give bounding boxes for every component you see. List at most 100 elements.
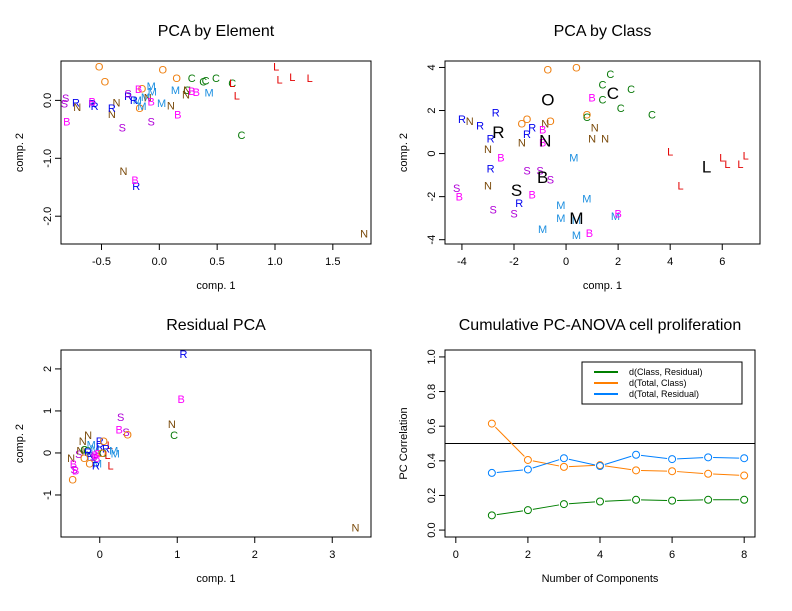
x-tick-label: 8 xyxy=(741,549,747,561)
point-label-O: O xyxy=(518,118,527,130)
point-label-R: R xyxy=(132,181,140,193)
point-label-N: N xyxy=(84,430,92,442)
point-label-B: B xyxy=(193,87,200,99)
point-label-B: B xyxy=(614,209,621,221)
point-label-S: S xyxy=(536,166,543,178)
x-tick-label: 4 xyxy=(667,256,673,268)
x-axis-label: comp. 1 xyxy=(196,280,235,292)
point-label-S: S xyxy=(148,117,155,129)
series-segment xyxy=(604,499,632,502)
x-tick-label: 0.0 xyxy=(152,256,167,268)
point-label-N: N xyxy=(484,181,492,193)
series-segment xyxy=(568,458,596,466)
point-label-B: B xyxy=(135,84,142,96)
series-marker xyxy=(704,495,713,504)
x-tick-label: 3 xyxy=(329,549,335,561)
point-label-N: N xyxy=(119,166,127,178)
series-segment xyxy=(640,454,668,459)
plot-frame xyxy=(60,349,372,538)
point-label-B: B xyxy=(131,175,138,187)
series-segment xyxy=(568,501,596,505)
point-label-N: N xyxy=(484,144,492,156)
class-mean-label-L: L xyxy=(702,157,711,176)
class-mean-label-S: S xyxy=(511,181,522,200)
plot-frame xyxy=(60,60,372,245)
x-tick-label: 0 xyxy=(97,549,103,561)
point-label-L: L xyxy=(737,159,743,171)
series-marker xyxy=(559,454,568,463)
point-label-S: S xyxy=(119,122,126,134)
series-marker xyxy=(668,455,677,464)
chart-title: Cumulative PC-ANOVA cell proliferation xyxy=(459,317,741,334)
point-label-R: R xyxy=(130,95,138,107)
point-label-B: B xyxy=(63,117,70,129)
point-label-M: M xyxy=(148,87,157,99)
series-marker xyxy=(632,466,641,475)
point-label-O: O xyxy=(135,103,144,115)
point-label-C: C xyxy=(202,76,210,88)
x-axis-label: comp. 1 xyxy=(583,280,622,292)
point-label-L: L xyxy=(724,159,730,171)
y-tick-label: 1.0 xyxy=(426,349,438,364)
point-label-C: C xyxy=(99,448,107,460)
x-tick-label: 1.0 xyxy=(267,256,282,268)
x-tick-label: 1 xyxy=(174,549,180,561)
point-label-C: C xyxy=(228,78,236,90)
point-label-L: L xyxy=(104,450,110,462)
point-label-M: M xyxy=(141,92,150,104)
point-label-O: O xyxy=(98,448,107,460)
point-label-N: N xyxy=(588,133,596,145)
x-tick-label: 2 xyxy=(525,549,531,561)
point-label-L: L xyxy=(273,62,279,74)
point-label-B: B xyxy=(91,450,98,462)
series-marker xyxy=(523,455,532,464)
y-tick-label: 0 xyxy=(426,151,438,157)
y-tick-label: -2.0 xyxy=(42,207,54,226)
point-label-N: N xyxy=(73,102,81,114)
point-label-C: C xyxy=(170,430,178,442)
point-label-S: S xyxy=(75,449,82,461)
point-label-O: O xyxy=(523,114,532,126)
point-label-M: M xyxy=(91,444,100,456)
point-label-S: S xyxy=(61,99,68,111)
series-marker xyxy=(632,495,641,504)
class-mean-label-O: O xyxy=(541,91,554,110)
point-label-C: C xyxy=(583,112,591,124)
point-label-N: N xyxy=(144,92,152,104)
point-label-B: B xyxy=(72,465,79,477)
point-label-R: R xyxy=(515,198,523,210)
series-segment xyxy=(641,469,668,472)
series-segment xyxy=(713,456,740,459)
point-label-C: C xyxy=(599,80,607,92)
point-label-S: S xyxy=(71,465,78,477)
point-label-S: S xyxy=(523,166,530,178)
point-label-R: R xyxy=(523,129,531,141)
point-label-C: C xyxy=(199,77,207,89)
point-label-N: N xyxy=(183,85,191,97)
point-label-N: N xyxy=(76,446,84,458)
point-label-C: C xyxy=(80,444,88,456)
series-segment xyxy=(532,459,560,469)
point-label-M: M xyxy=(147,81,156,93)
point-label-M: M xyxy=(572,215,581,227)
point-label-N: N xyxy=(108,109,116,121)
y-tick-label: -2 xyxy=(426,192,438,202)
point-label-M: M xyxy=(556,200,565,212)
point-label-L: L xyxy=(307,73,313,85)
point-label-N: N xyxy=(67,453,75,465)
point-label-B: B xyxy=(70,459,77,471)
point-label-N: N xyxy=(541,118,549,130)
point-label-O: O xyxy=(546,116,555,128)
point-label-L: L xyxy=(743,151,749,163)
point-label-L: L xyxy=(678,181,684,193)
point-label-L: L xyxy=(108,460,114,472)
series-marker xyxy=(740,454,749,463)
point-label-R: R xyxy=(108,103,116,115)
series-marker xyxy=(559,500,568,509)
x-tick-label: 6 xyxy=(669,549,675,561)
point-label-M: M xyxy=(556,213,565,225)
y-axis-label: comp. 2 xyxy=(398,133,410,172)
point-label-R: R xyxy=(476,120,484,132)
x-tick-label: 4 xyxy=(597,549,603,561)
class-mean-label-N: N xyxy=(539,132,551,151)
